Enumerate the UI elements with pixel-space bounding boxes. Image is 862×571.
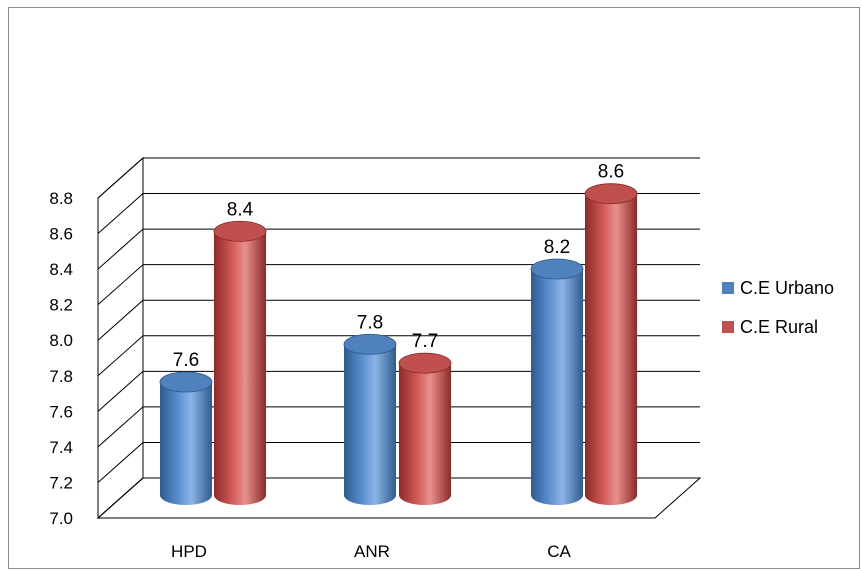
x-tick-label: HPD [171, 542, 207, 561]
x-tick-label: ANR [354, 542, 390, 561]
side-wall [97, 156, 144, 520]
y-tick-label: 8.6 [49, 225, 73, 244]
bar [584, 183, 638, 505]
bar-body [531, 269, 583, 505]
gridline [97, 299, 700, 341]
bar-cap [213, 220, 267, 242]
y-axis-ticks: 7.0 7.2 7.4 7.6 7.8 8.0 8.2 8.4 8.6 8.8 [49, 189, 73, 528]
legend-swatch [722, 282, 734, 294]
legend-label: C.E Rural [740, 317, 818, 337]
bar-body [399, 363, 451, 505]
data-label: 8.4 [227, 199, 254, 220]
data-label: 7.8 [357, 312, 383, 333]
bar [343, 333, 397, 505]
y-tick-label: 7.8 [49, 367, 73, 386]
y-tick-label: 8.2 [49, 296, 73, 315]
bar-cap [584, 183, 638, 205]
y-tick-label: 8.4 [49, 260, 73, 279]
bar-body [160, 382, 212, 505]
bar-body [344, 344, 396, 505]
gridlines [97, 157, 700, 519]
data-label: 7.6 [173, 350, 199, 371]
data-labels: 7.6 8.4 7.8 7.7 8.2 8.6 [173, 162, 624, 371]
bars [159, 183, 638, 506]
legend-item: C.E Rural [722, 317, 818, 337]
gridline [97, 193, 700, 234]
y-tick-label: 8.0 [49, 331, 73, 350]
bar [213, 220, 267, 506]
legend-swatch [722, 321, 734, 333]
bar [159, 371, 213, 505]
bar-cap [343, 333, 397, 355]
x-tick-label: CA [547, 542, 571, 561]
bar [530, 258, 584, 505]
legend-item: C.E Urbano [722, 278, 834, 298]
gridline [97, 477, 700, 519]
y-tick-label: 7.0 [49, 509, 73, 528]
data-label: 8.6 [598, 162, 624, 183]
gridline [97, 335, 700, 377]
gridline [97, 264, 700, 306]
bar-body [585, 193, 637, 505]
y-tick-label: 7.4 [49, 438, 73, 457]
y-tick-label: 7.6 [49, 402, 73, 421]
bar-cap [159, 371, 213, 393]
x-axis-ticks: HPD ANR CA [171, 542, 571, 561]
legend: C.E Urbano C.E Rural [722, 278, 834, 337]
gridline [97, 370, 700, 412]
bar [398, 352, 452, 505]
data-label: 8.2 [544, 237, 570, 258]
gridline [97, 441, 700, 483]
legend-label: C.E Urbano [740, 278, 834, 298]
data-label: 7.7 [412, 331, 438, 352]
bar-body [214, 231, 266, 506]
gridline [97, 157, 700, 199]
gridline [97, 406, 700, 448]
bar-cap [530, 258, 584, 280]
y-tick-label: 7.2 [49, 473, 73, 492]
y-tick-label: 8.8 [49, 189, 73, 208]
gridline [97, 228, 700, 270]
bar-cap [398, 352, 452, 374]
